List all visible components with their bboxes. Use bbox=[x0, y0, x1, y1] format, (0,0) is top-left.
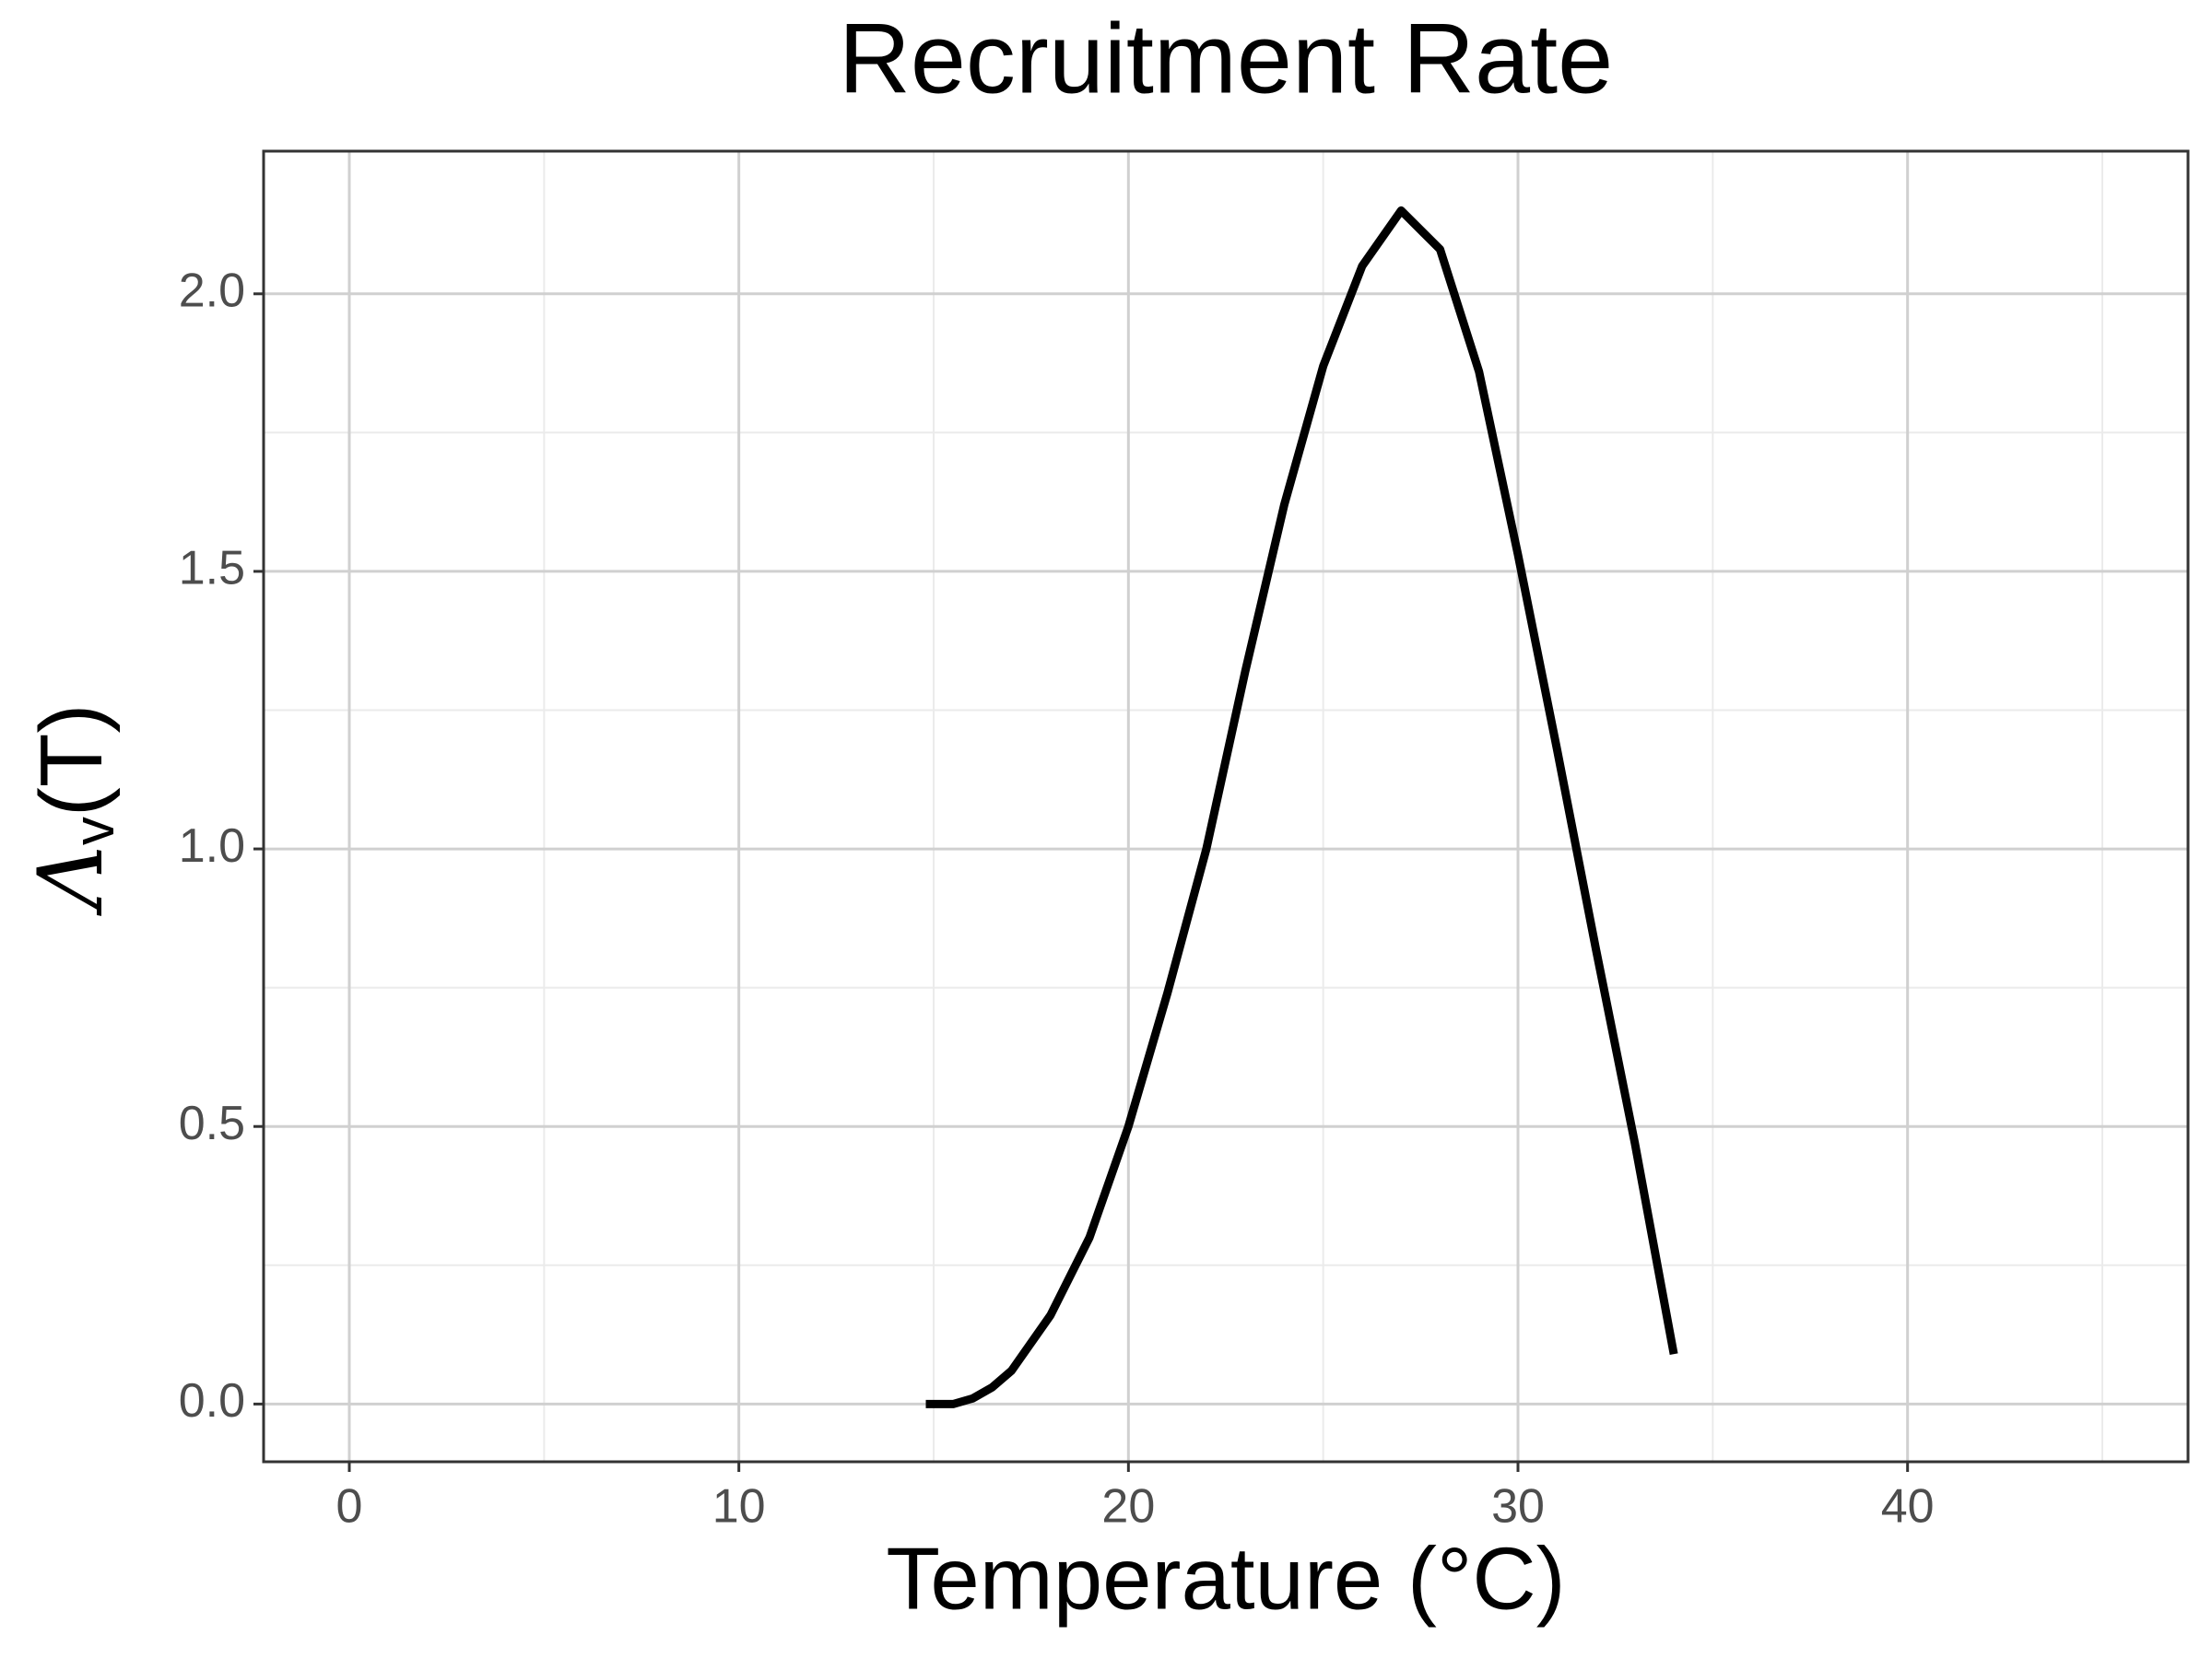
x-tick-label: 0 bbox=[336, 1480, 363, 1534]
y-tick-label: 1.5 bbox=[179, 542, 245, 595]
x-tick-label: 40 bbox=[1881, 1480, 1935, 1534]
y-tick-label: 0.0 bbox=[179, 1374, 245, 1428]
panel-border bbox=[262, 149, 2190, 1464]
chart-title: Recruitment Rate bbox=[839, 3, 1613, 114]
y-axis-label: Λv(T) bbox=[19, 704, 126, 917]
x-axis-label: Temperature (°C) bbox=[886, 1529, 1565, 1628]
y-label-symbol: Λ bbox=[19, 845, 123, 916]
y-label-subscript: v bbox=[63, 817, 126, 845]
y-label-argument: (T) bbox=[22, 704, 121, 818]
y-tick-label: 2.0 bbox=[179, 265, 245, 318]
y-tick-label: 1.0 bbox=[179, 819, 245, 873]
x-tick-label: 30 bbox=[1491, 1480, 1545, 1534]
line-series bbox=[925, 206, 1678, 1408]
y-tick-label: 0.5 bbox=[179, 1097, 245, 1150]
x-tick-label: 10 bbox=[712, 1480, 766, 1534]
x-tick-label: 20 bbox=[1101, 1480, 1155, 1534]
